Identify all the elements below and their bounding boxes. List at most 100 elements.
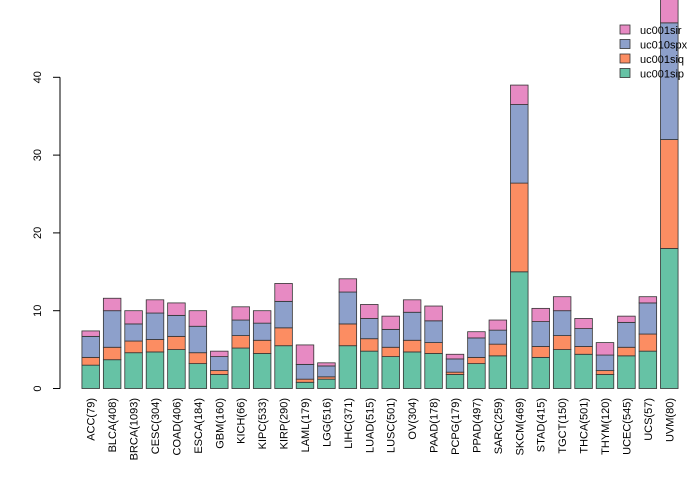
bar-segment-uc010spx [317,365,336,378]
bar-segment-uc001sip [595,374,615,389]
bar-segment-uc001siq [402,339,422,353]
y-tick-label: 0 [32,385,44,391]
x-tick-label: UVM(80) [664,398,676,442]
bar-segment-uc010spx [595,354,615,372]
x-tick-label: PPAD(497) [471,398,483,453]
bar-segment-uc010spx [274,300,293,329]
x-tick-label: UCS(57) [643,398,655,441]
bar-segment-uc001sir [338,278,358,293]
y-tick-label: 20 [32,227,44,239]
legend-label-uc001sir: uc001sir [640,25,682,37]
bar-segment-uc001siq [638,333,658,352]
bar-segment-uc001siq [338,323,358,347]
x-tick-label: LUAD(515) [364,398,376,453]
bar-segment-uc001sir [445,353,465,360]
bar-segment-uc010spx [424,320,443,343]
bar-segment-uc010spx [510,104,529,184]
bar-segment-uc001sip [510,271,529,389]
bar-segment-uc001sir [402,299,422,313]
bar-segment-uc001sip [188,363,208,389]
bar-segment-uc001sip [424,353,443,389]
bar-segment-uc001sir [252,310,272,324]
y-tick-label: 30 [32,149,44,161]
bar-segment-uc001sir [574,318,593,329]
bar-segment-uc001sip [231,347,250,389]
x-tick-label: KIRP(290) [279,398,291,449]
bar-segment-uc001sir [124,310,143,325]
x-tick-label: BRCA(1093) [129,398,141,460]
bar-segment-uc001siq [252,339,272,354]
bar-segment-uc001siq [617,346,636,357]
legend-swatch-uc001siq [619,53,631,64]
bar-segment-uc001sip [124,352,143,389]
x-tick-label: CESC(304) [150,398,162,454]
x-tick-label: PCPG(179) [450,398,462,455]
legend-swatch-uc001sip [619,68,631,78]
bar-segment-uc001sir [595,342,615,356]
x-tick-label: SARC(259) [493,398,505,454]
bar-segment-uc001siq [295,378,315,383]
bar-segment-uc001sir [210,350,229,358]
bar-segment-uc001siq [81,356,100,366]
bar-segment-uc001siq [552,335,572,351]
bar-segment-uc001sir [188,310,208,327]
x-tick-label: STAD(415) [536,398,548,452]
bar-segment-uc010spx [338,291,358,325]
y-axis: 0 10 20 30 40 [32,71,61,392]
bar-segment-uc010spx [295,363,315,380]
bar-segment-uc010spx [617,321,636,348]
bar-segment-uc001siq [531,346,550,358]
bar-segment-uc001sir [488,319,508,331]
bar-segment-uc001sir [617,315,636,323]
bar-segment-uc001sir [317,362,336,367]
bar-segment-uc001sip [145,351,165,389]
bar-segment-uc010spx [531,321,550,347]
legend-swatch-uc001sir [619,24,631,35]
legend-swatch-uc010spx [619,39,631,49]
bar-segment-uc001sip [167,349,186,389]
legend-label-uc001sip: uc001sip [640,69,684,81]
bar-segment-uc010spx [167,314,186,337]
bar-segment-uc001sir [102,297,122,312]
bar-segment-uc001siq [124,340,143,354]
bar-segment-uc001sir [467,331,486,339]
bar-segment-uc001siq [424,342,443,354]
bar-segment-uc001sir [295,344,315,365]
bar-segment-uc010spx [574,328,593,347]
x-tick-label: THCA(501) [579,398,591,454]
bar-segment-uc010spx [638,302,658,335]
bar-segment-uc001sir [510,84,529,105]
bar-segment-uc001siq [210,370,229,375]
bar-segment-uc001siq [167,335,186,350]
bar-segment-uc010spx [488,329,508,345]
legend-label-uc001siq: uc001siq [640,54,684,66]
bar-segment-uc010spx [102,310,122,348]
bar-segment-uc001sip [488,355,508,389]
bar-segment-uc010spx [360,318,379,340]
x-tick-label: LIHC(371) [343,398,355,449]
x-tick-label: LUSC(501) [386,398,398,453]
x-tick-label: PAAD(178) [429,398,441,453]
bar-segment-uc001sir [638,296,658,304]
x-tick-label: ESCA(184) [193,398,205,454]
x-tick-label: THYM(120) [600,398,612,455]
bars-group [81,0,679,389]
bar-segment-uc001siq [274,327,293,347]
bar-segment-uc010spx [381,328,400,348]
legend-label-uc010spx: uc010spx [640,40,688,52]
bar-segment-uc001sip [81,364,100,389]
bar-segment-uc001sir [660,0,679,24]
bar-segment-uc001sir [531,307,550,322]
x-tick-label: OV(304) [407,398,419,440]
bar-segment-uc010spx [81,335,100,358]
bar-segment-uc010spx [252,322,272,341]
bar-segment-uc001siq [231,335,250,349]
bar-segment-uc001sir [81,330,100,337]
bar-segment-uc010spx [124,323,143,342]
bar-segment-uc001sir [381,315,400,330]
bar-segment-uc001sip [295,381,315,389]
bar-segment-uc001siq [595,370,615,375]
bar-segment-uc010spx [552,310,572,336]
x-tick-label: UCEC(545) [621,398,633,455]
